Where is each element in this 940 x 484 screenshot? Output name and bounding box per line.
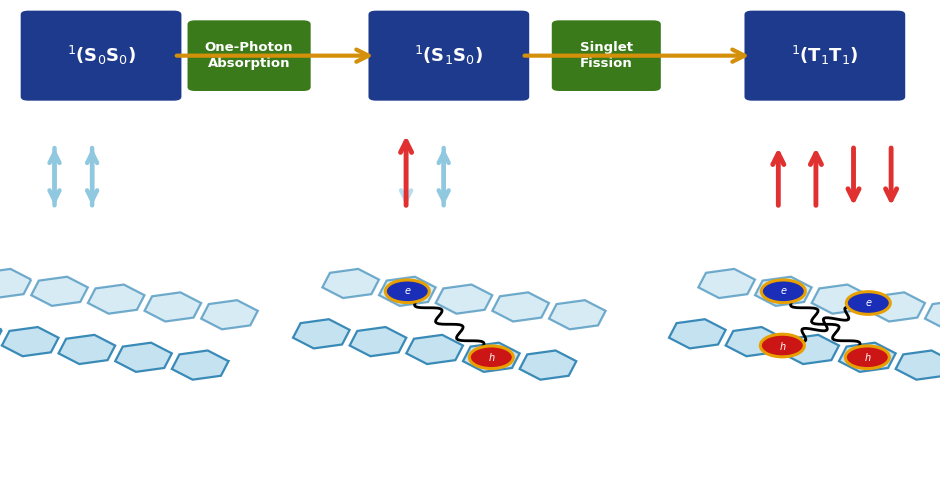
Polygon shape	[520, 350, 576, 379]
Text: $e$: $e$	[865, 298, 872, 308]
FancyBboxPatch shape	[188, 20, 310, 91]
Polygon shape	[463, 343, 520, 372]
Polygon shape	[896, 350, 940, 379]
Text: $h$: $h$	[864, 351, 871, 363]
Circle shape	[469, 346, 513, 369]
Polygon shape	[322, 269, 379, 298]
FancyBboxPatch shape	[21, 11, 181, 101]
Text: $^1$(T$_1$T$_1$): $^1$(T$_1$T$_1$)	[791, 44, 858, 67]
Text: $h$: $h$	[778, 340, 786, 351]
Text: $h$: $h$	[488, 351, 495, 363]
Polygon shape	[116, 343, 172, 372]
Polygon shape	[31, 277, 87, 306]
Circle shape	[761, 280, 806, 302]
Circle shape	[385, 280, 430, 302]
Text: $e$: $e$	[779, 287, 787, 296]
Text: $e$: $e$	[403, 287, 411, 296]
Polygon shape	[87, 285, 145, 314]
Polygon shape	[925, 300, 940, 329]
Text: Singlet
Fission: Singlet Fission	[580, 41, 633, 70]
Polygon shape	[172, 350, 228, 379]
Polygon shape	[145, 292, 201, 321]
Polygon shape	[406, 335, 463, 364]
Polygon shape	[379, 277, 435, 306]
Circle shape	[846, 292, 890, 314]
Polygon shape	[58, 335, 116, 364]
Polygon shape	[755, 277, 811, 306]
Polygon shape	[549, 300, 605, 329]
Polygon shape	[726, 327, 782, 356]
FancyBboxPatch shape	[744, 11, 905, 101]
Polygon shape	[869, 292, 925, 321]
Polygon shape	[493, 292, 549, 321]
Polygon shape	[0, 269, 31, 298]
Text: One-Photon
Absorption: One-Photon Absorption	[205, 41, 293, 70]
Circle shape	[845, 346, 889, 369]
Polygon shape	[2, 327, 58, 356]
Polygon shape	[839, 343, 896, 372]
Text: $^1$(S$_1$S$_0$): $^1$(S$_1$S$_0$)	[415, 44, 483, 67]
Polygon shape	[0, 319, 2, 348]
Polygon shape	[435, 285, 493, 314]
Polygon shape	[698, 269, 755, 298]
Polygon shape	[350, 327, 406, 356]
Circle shape	[760, 334, 805, 357]
Polygon shape	[811, 285, 869, 314]
Polygon shape	[669, 319, 726, 348]
FancyBboxPatch shape	[368, 11, 529, 101]
Polygon shape	[201, 300, 258, 329]
Text: $^1$(S$_0$S$_0$): $^1$(S$_0$S$_0$)	[67, 44, 135, 67]
FancyBboxPatch shape	[552, 20, 661, 91]
Polygon shape	[293, 319, 350, 348]
Polygon shape	[782, 335, 839, 364]
